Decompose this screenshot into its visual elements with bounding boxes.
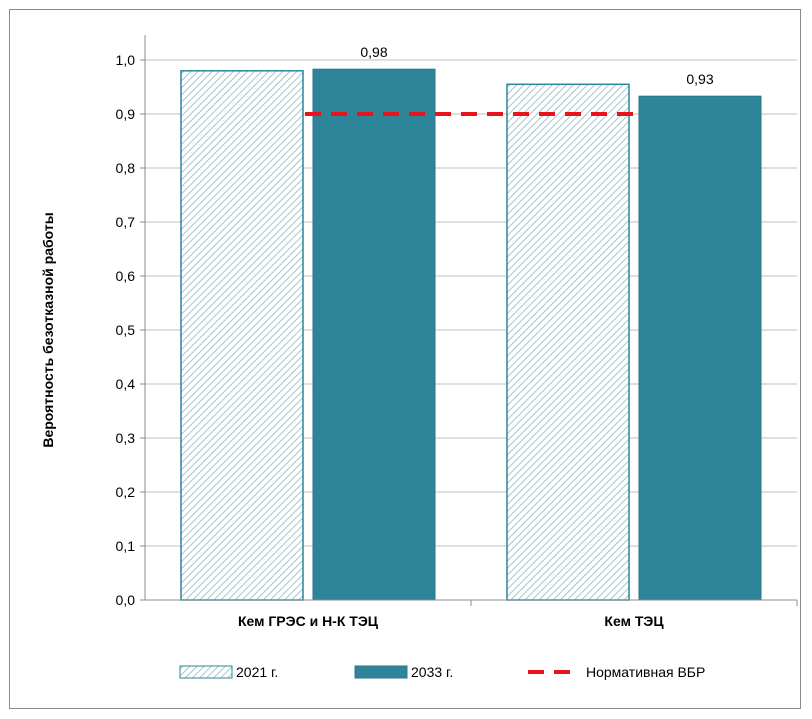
- y-tick-label: 1,0: [116, 52, 136, 68]
- y-tick-label: 0,0: [116, 592, 136, 608]
- data-label: 0,98: [360, 44, 387, 60]
- x-category-label: Кем ГРЭС и Н-К ТЭЦ: [238, 613, 379, 629]
- data-label: 0,93: [686, 71, 713, 87]
- legend-swatch-2021: [179, 665, 233, 679]
- legend-item: 2033 г.: [354, 664, 453, 680]
- legend-label: Нормативная ВБР: [586, 664, 705, 680]
- legend-label: 2033 г.: [411, 664, 453, 680]
- y-tick-label: 0,8: [116, 160, 136, 176]
- bar-2021: [506, 83, 630, 601]
- legend-item: Нормативная ВБР: [528, 664, 705, 680]
- y-tick-label: 0,3: [116, 430, 136, 446]
- y-tick-label: 0,9: [116, 106, 136, 122]
- y-tick-label: 0,6: [116, 268, 136, 284]
- bar-2033: [312, 68, 436, 601]
- legend-label: 2021 г.: [236, 664, 278, 680]
- y-tick-label: 0,4: [116, 376, 136, 392]
- x-category-label: Кем ТЭЦ: [604, 613, 664, 629]
- y-tick-label: 0,5: [116, 322, 136, 338]
- y-axis-label: Вероятность безотказной работы: [40, 212, 56, 447]
- y-tick-label: 0,7: [116, 214, 136, 230]
- legend-item: 2021 г.: [179, 664, 278, 680]
- bar-2021: [180, 70, 304, 601]
- bar-2033: [638, 95, 762, 601]
- y-tick-label: 0,2: [116, 484, 136, 500]
- y-tick-label: 0,1: [116, 538, 136, 554]
- legend-swatch-2033: [354, 665, 408, 679]
